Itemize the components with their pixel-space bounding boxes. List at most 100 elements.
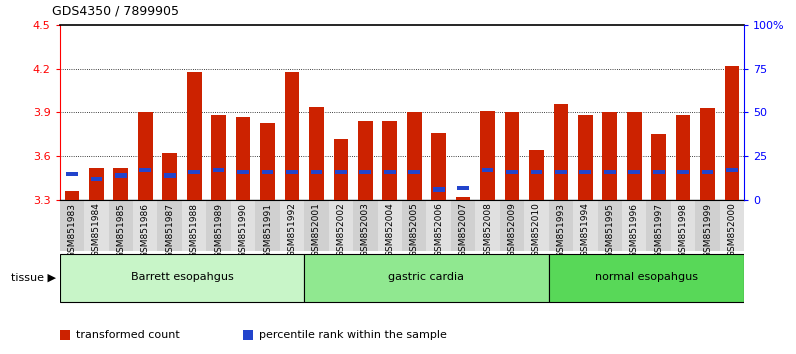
- Bar: [726, 168, 738, 172]
- Bar: [108, 200, 133, 251]
- Bar: [256, 200, 279, 251]
- Bar: [431, 133, 446, 200]
- Text: GSM852009: GSM852009: [508, 202, 517, 257]
- Bar: [84, 200, 108, 251]
- Bar: [555, 170, 567, 174]
- Bar: [529, 150, 544, 200]
- Bar: [260, 122, 275, 200]
- Text: GSM851996: GSM851996: [630, 202, 638, 258]
- Bar: [91, 177, 102, 181]
- Bar: [427, 200, 451, 251]
- Bar: [525, 200, 548, 251]
- Text: GSM852010: GSM852010: [532, 202, 541, 257]
- Bar: [700, 108, 715, 200]
- Bar: [402, 200, 427, 251]
- Text: GSM852004: GSM852004: [385, 202, 394, 257]
- Bar: [598, 200, 622, 251]
- Text: GSM851986: GSM851986: [141, 202, 150, 258]
- Bar: [133, 200, 158, 251]
- Bar: [548, 254, 744, 302]
- Text: transformed count: transformed count: [76, 330, 180, 340]
- Bar: [408, 170, 420, 174]
- Bar: [505, 113, 519, 200]
- Bar: [653, 170, 665, 174]
- Bar: [182, 200, 206, 251]
- Bar: [304, 200, 329, 251]
- Bar: [262, 170, 273, 174]
- Bar: [164, 173, 176, 178]
- Bar: [64, 191, 80, 200]
- Bar: [138, 113, 153, 200]
- Text: GSM851995: GSM851995: [605, 202, 615, 258]
- Bar: [603, 113, 617, 200]
- Text: GDS4350 / 7899905: GDS4350 / 7899905: [52, 5, 179, 18]
- Text: GSM851985: GSM851985: [116, 202, 125, 258]
- Bar: [433, 187, 444, 192]
- Text: GSM851989: GSM851989: [214, 202, 223, 258]
- Text: GSM852000: GSM852000: [728, 202, 736, 257]
- Text: GSM851998: GSM851998: [679, 202, 688, 258]
- Bar: [548, 200, 573, 251]
- Bar: [206, 200, 231, 251]
- Bar: [720, 200, 744, 251]
- Bar: [456, 197, 470, 200]
- Bar: [677, 170, 689, 174]
- Bar: [573, 200, 598, 251]
- Bar: [553, 104, 568, 200]
- Text: GSM851983: GSM851983: [68, 202, 76, 258]
- Bar: [482, 168, 494, 172]
- Bar: [360, 170, 371, 174]
- Bar: [309, 107, 324, 200]
- Bar: [310, 170, 322, 174]
- Bar: [407, 113, 422, 200]
- Bar: [236, 117, 251, 200]
- Bar: [304, 254, 548, 302]
- Bar: [60, 254, 304, 302]
- Text: GSM851993: GSM851993: [556, 202, 565, 258]
- Bar: [651, 134, 666, 200]
- Bar: [457, 185, 469, 190]
- Text: GSM851987: GSM851987: [166, 202, 174, 258]
- Bar: [66, 172, 78, 176]
- Bar: [89, 168, 103, 200]
- Bar: [60, 200, 84, 251]
- Bar: [286, 170, 298, 174]
- Text: GSM851999: GSM851999: [703, 202, 712, 258]
- Bar: [285, 72, 299, 200]
- Bar: [475, 200, 500, 251]
- Text: GSM852005: GSM852005: [410, 202, 419, 257]
- Bar: [628, 170, 640, 174]
- Bar: [696, 200, 720, 251]
- Text: GSM852006: GSM852006: [434, 202, 443, 257]
- Bar: [384, 170, 396, 174]
- Text: GSM852002: GSM852002: [337, 202, 345, 257]
- Bar: [237, 170, 249, 174]
- Bar: [189, 170, 200, 174]
- Bar: [358, 121, 373, 200]
- Bar: [139, 168, 151, 172]
- Text: percentile rank within the sample: percentile rank within the sample: [259, 330, 447, 340]
- Text: Barrett esopahgus: Barrett esopahgus: [131, 272, 233, 282]
- Text: GSM851991: GSM851991: [263, 202, 272, 258]
- Bar: [115, 173, 127, 178]
- Bar: [382, 121, 397, 200]
- Bar: [329, 200, 353, 251]
- Bar: [578, 115, 593, 200]
- Bar: [377, 200, 402, 251]
- Bar: [480, 111, 495, 200]
- Bar: [506, 170, 518, 174]
- Bar: [334, 139, 348, 200]
- Bar: [114, 168, 128, 200]
- Text: GSM851990: GSM851990: [239, 202, 248, 258]
- Bar: [211, 115, 226, 200]
- Bar: [671, 200, 696, 251]
- Text: GSM851994: GSM851994: [581, 202, 590, 257]
- Text: GSM851992: GSM851992: [287, 202, 296, 257]
- Text: gastric cardia: gastric cardia: [388, 272, 464, 282]
- Text: GSM851984: GSM851984: [92, 202, 101, 257]
- Bar: [627, 113, 642, 200]
- Text: GSM851997: GSM851997: [654, 202, 663, 258]
- Bar: [279, 200, 304, 251]
- Bar: [724, 66, 739, 200]
- Text: GSM852003: GSM852003: [361, 202, 370, 257]
